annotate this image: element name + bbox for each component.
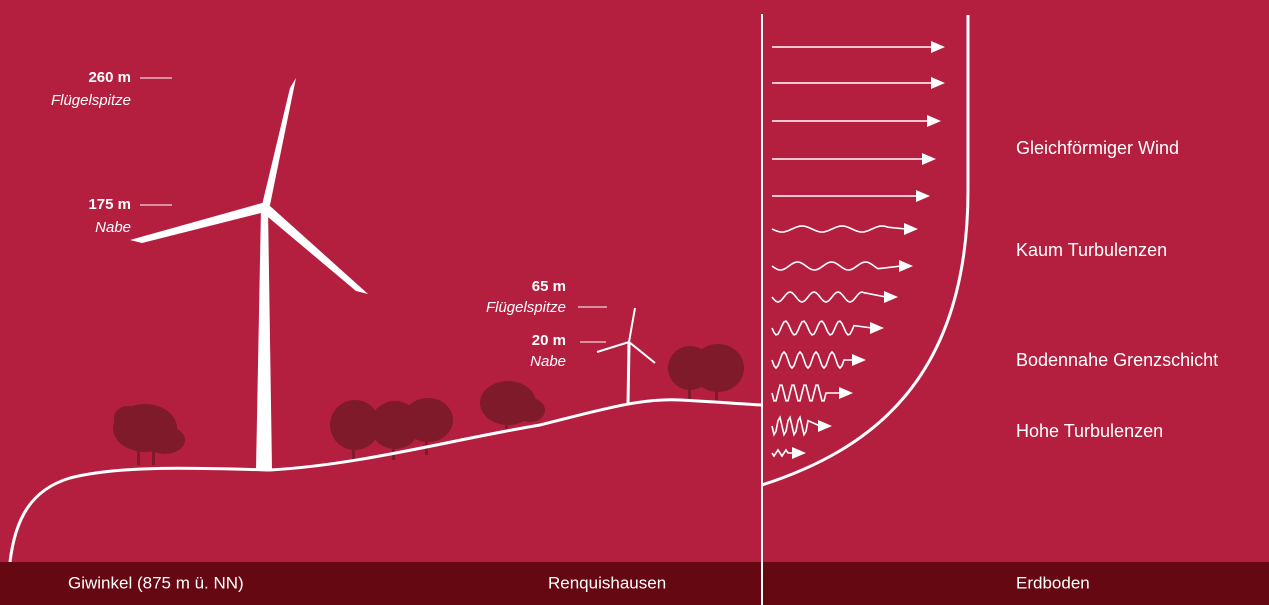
footer-label: Renquishausen <box>548 573 666 592</box>
layer-label: Bodennahe Grenzschicht <box>1016 350 1218 370</box>
height-label: 65 m <box>532 278 566 295</box>
footer-label: Erdboden <box>1016 573 1090 592</box>
body: 260 m Flügelspitze 175 m Nabe 65 m Flüge… <box>0 0 1269 605</box>
height-caption: Flügelspitze <box>486 299 566 316</box>
height-caption: Nabe <box>530 353 566 370</box>
height-label: 175 m <box>88 196 131 213</box>
layer-label: Gleichförmiger Wind <box>1016 138 1179 158</box>
hub <box>260 202 270 212</box>
height-caption: Nabe <box>95 219 131 236</box>
height-label: 260 m <box>88 69 131 86</box>
footer-label: Giwinkel (875 m ü. NN) <box>68 573 244 592</box>
page: Wind {"turbines": [ {"tip_height": "260 … <box>0 0 1269 605</box>
height-caption: Flügelspitze <box>51 92 131 109</box>
layer-label: Kaum Turbulenzen <box>1016 240 1167 260</box>
height-label: 20 m <box>532 332 566 349</box>
tower <box>628 343 629 405</box>
background <box>0 0 1269 605</box>
diagram: 260 m Flügelspitze 175 m Nabe 65 m Flüge… <box>0 0 1269 605</box>
layer-label: Hohe Turbulenzen <box>1016 421 1163 441</box>
